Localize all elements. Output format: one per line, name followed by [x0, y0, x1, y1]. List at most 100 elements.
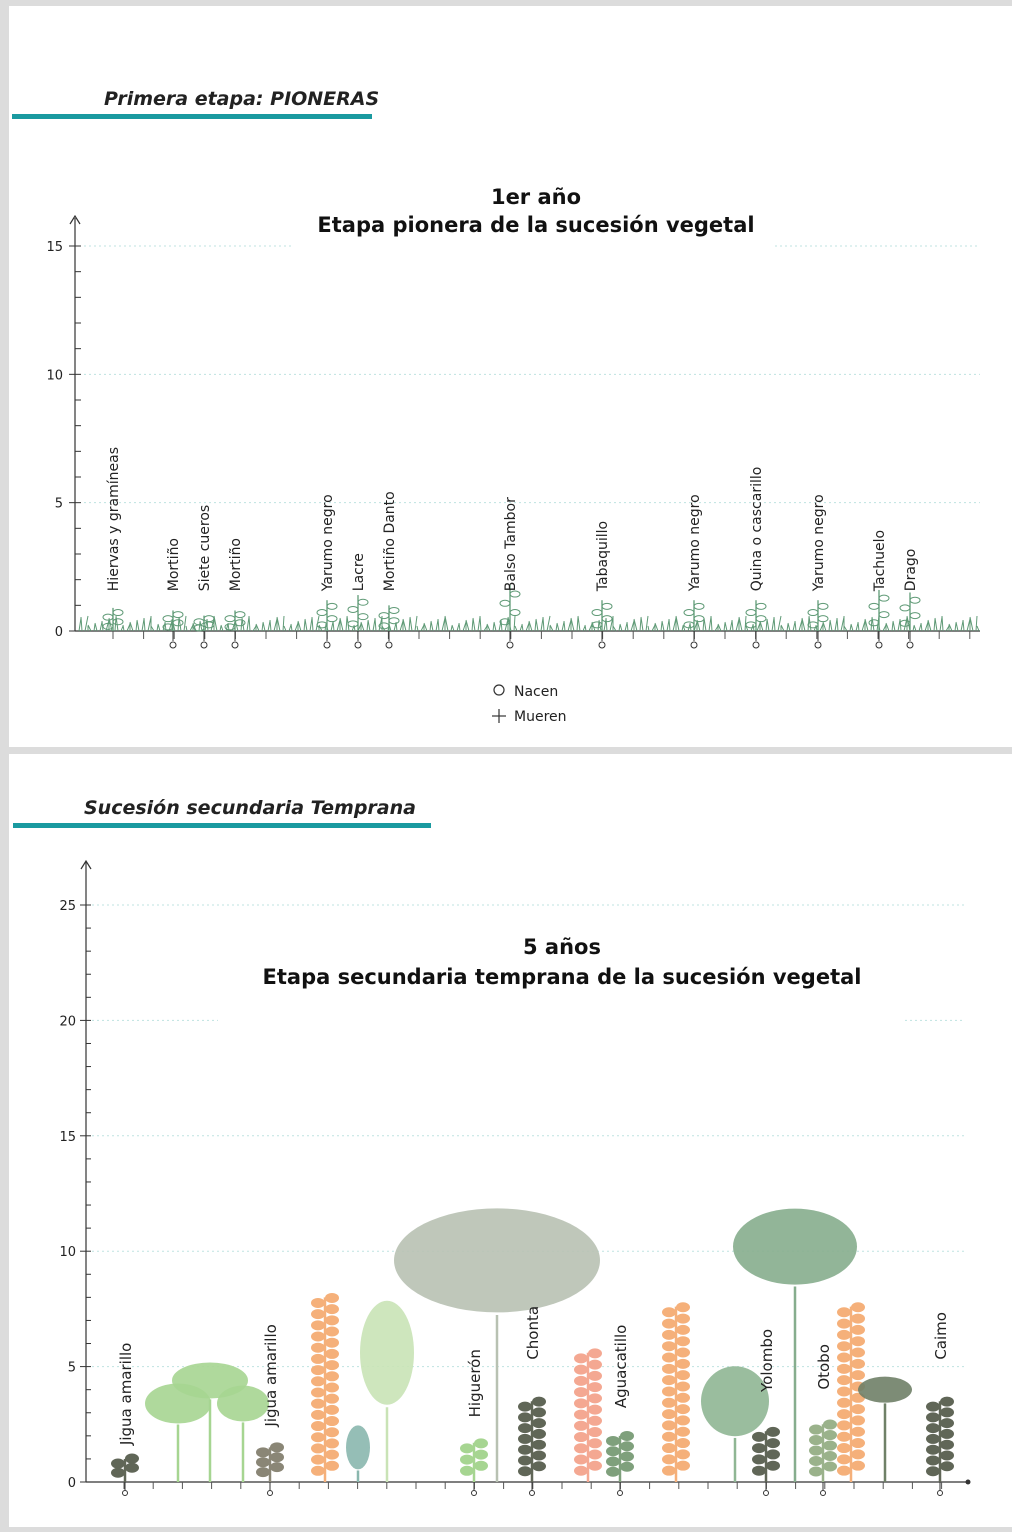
leaf [909, 612, 921, 620]
leaf [662, 1318, 676, 1329]
leaf [662, 1409, 676, 1420]
leaf [745, 609, 757, 617]
species-label: Yolombo [758, 1329, 776, 1393]
gridlines [84, 245, 980, 504]
leaf [162, 615, 174, 623]
leaf [837, 1386, 851, 1397]
crown [360, 1300, 414, 1405]
species-label: Yarumo negro [687, 494, 703, 592]
leaf [837, 1318, 851, 1329]
species-label: Lacre [351, 553, 367, 591]
species-plant [752, 1426, 780, 1482]
y-tick-label: 10 [46, 368, 63, 383]
leaf [662, 1397, 676, 1408]
leaf [474, 1460, 488, 1471]
leaf [474, 1438, 488, 1449]
leaf [809, 1456, 823, 1467]
leaf [518, 1433, 532, 1444]
leaf [270, 1452, 284, 1463]
leaf [316, 609, 328, 617]
section-rule-2 [13, 823, 431, 828]
birth-marker-icon [354, 641, 362, 649]
leaf [662, 1465, 676, 1476]
birth-marker-icon [122, 1490, 128, 1496]
leaf [357, 598, 369, 606]
frame-left [0, 0, 9, 1532]
y-tick-label: 5 [68, 1361, 76, 1376]
leaf [837, 1352, 851, 1363]
vegetation [111, 1208, 954, 1482]
legend-circle-icon [493, 684, 505, 696]
leaf [102, 622, 114, 630]
species-label: Tachuelo [872, 530, 888, 592]
species-label: Hiervas y gramíneas [106, 447, 122, 591]
leaf [325, 1360, 339, 1371]
leaf [683, 609, 695, 617]
legend-plus-icon [492, 709, 506, 723]
leaf [388, 606, 400, 614]
chart-subtitle: Etapa secundaria temprana de la sucesión… [263, 965, 862, 989]
birth-marker-icon [506, 641, 514, 649]
leaf [591, 621, 603, 629]
birth-marker-icon [529, 1490, 535, 1496]
leaf [837, 1443, 851, 1454]
leaf [325, 1427, 339, 1438]
leaf [588, 1370, 602, 1381]
leaf [325, 1393, 339, 1404]
pioneer-stage-chart: 1er año Etapa pionera de la sucesión veg… [46, 185, 980, 725]
leaf [112, 609, 124, 617]
leaf [837, 1420, 851, 1431]
leaf [851, 1460, 865, 1471]
leaf [102, 613, 114, 621]
leaf [620, 1430, 634, 1441]
leaf [809, 1466, 823, 1477]
leaf [224, 623, 236, 631]
species-label: Mortiño [166, 538, 182, 591]
legend-mueren: Mueren [514, 709, 567, 725]
birth-marker-icon [169, 641, 177, 649]
leaf [926, 1433, 940, 1444]
leaf [766, 1426, 780, 1437]
leaf [851, 1404, 865, 1415]
species-label: Mortiño [228, 538, 244, 591]
leaf [851, 1370, 865, 1381]
pioneer-plant [224, 610, 246, 631]
leaf [851, 1324, 865, 1335]
y-tick-label: 0 [55, 625, 63, 640]
leaf [926, 1412, 940, 1423]
birth-marker-icon [267, 1490, 273, 1496]
leaf [311, 1331, 325, 1342]
species-label: Drago [903, 549, 919, 592]
leaf [606, 1466, 620, 1477]
leaf [662, 1307, 676, 1318]
leaf [532, 1396, 546, 1407]
leaf [606, 1435, 620, 1446]
leaf [926, 1466, 940, 1477]
leaf [676, 1426, 690, 1437]
crown [733, 1208, 857, 1285]
leaf [325, 1438, 339, 1449]
leaf [676, 1460, 690, 1471]
tree-orange [837, 1302, 865, 1482]
pioneer-plant [807, 600, 829, 631]
leaf [809, 1445, 823, 1456]
leaf [745, 621, 757, 629]
leaf [909, 596, 921, 604]
tree-dark-crown [858, 1376, 912, 1482]
species-label: Mortiño Danto [382, 491, 398, 591]
leaf [311, 1353, 325, 1364]
leaf [270, 1462, 284, 1473]
leaf [752, 1454, 766, 1465]
leaf [606, 1446, 620, 1457]
leaf [256, 1447, 270, 1458]
leaf [591, 609, 603, 617]
leaf [499, 599, 511, 607]
leaf [162, 623, 174, 631]
leaf [940, 1450, 954, 1461]
leaf [574, 1409, 588, 1420]
species-label: Caimo [932, 1312, 950, 1360]
leaf [325, 1348, 339, 1359]
species-label: Quina o cascarillo [749, 467, 765, 592]
leaf [518, 1444, 532, 1455]
leaf [125, 1453, 139, 1464]
